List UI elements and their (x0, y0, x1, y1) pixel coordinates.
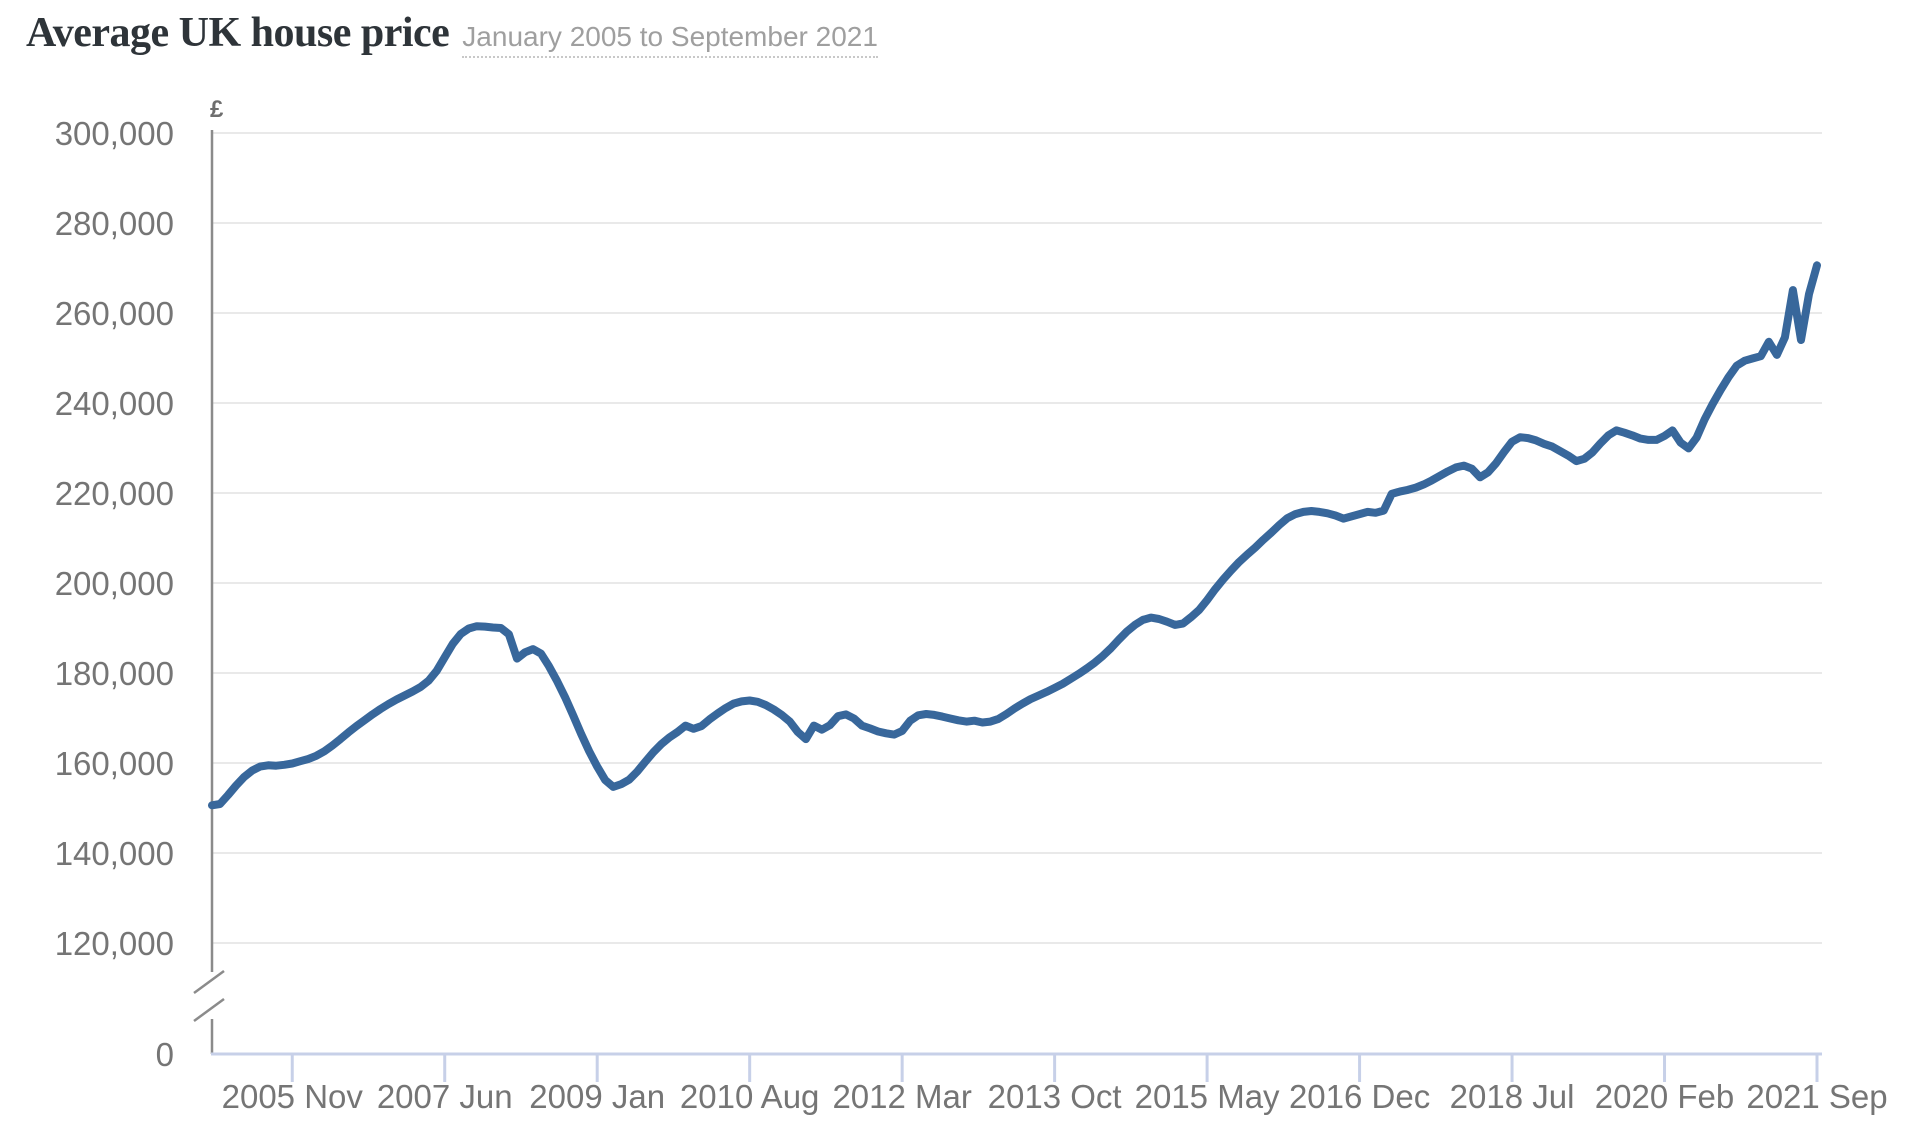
svg-text:2007 Jun: 2007 Jun (377, 1078, 513, 1115)
svg-text:2005 Nov: 2005 Nov (222, 1078, 364, 1115)
svg-text:2010 Aug: 2010 Aug (680, 1078, 819, 1115)
svg-text:2016 Dec: 2016 Dec (1289, 1078, 1430, 1115)
svg-text:140,000: 140,000 (55, 835, 174, 872)
svg-text:240,000: 240,000 (55, 385, 174, 422)
svg-text:2012 Mar: 2012 Mar (832, 1078, 971, 1115)
x-tick-labels: 2005 Nov 2007 Jun 2009 Jan 2010 Aug 2012 Mar… (222, 1078, 1888, 1115)
svg-text:0: 0 (156, 1036, 174, 1073)
x-axis (211, 1052, 1822, 1082)
svg-text:2021 Sep: 2021 Sep (1746, 1078, 1887, 1115)
chart-header: Average UK house price January 2005 to S… (26, 10, 878, 58)
price-line (208, 261, 1821, 810)
chart-title: Average UK house price (26, 10, 450, 56)
svg-text:2020 Feb: 2020 Feb (1595, 1078, 1734, 1115)
chart-subtitle: January 2005 to September 2021 (462, 21, 878, 58)
svg-text:2015 May: 2015 May (1135, 1078, 1280, 1115)
svg-text:200,000: 200,000 (55, 565, 174, 602)
svg-text:£: £ (210, 96, 224, 123)
svg-text:120,000: 120,000 (55, 925, 174, 962)
svg-text:2013 Oct: 2013 Oct (988, 1078, 1122, 1115)
y-gridlines (212, 132, 1822, 944)
svg-text:280,000: 280,000 (55, 205, 174, 242)
y-tick-labels: 300,000 280,000 260,000 240,000 220,000 200,0… (55, 115, 174, 1073)
svg-text:220,000: 220,000 (55, 475, 174, 512)
svg-text:2009 Jan: 2009 Jan (529, 1078, 665, 1115)
svg-text:160,000: 160,000 (55, 745, 174, 782)
svg-text:300,000: 300,000 (55, 115, 174, 152)
currency-symbol: £ (210, 96, 224, 123)
svg-text:2018 Jul: 2018 Jul (1450, 1078, 1575, 1115)
axis-break-marks (193, 969, 225, 1023)
svg-text:180,000: 180,000 (55, 655, 174, 692)
svg-text:260,000: 260,000 (55, 295, 174, 332)
